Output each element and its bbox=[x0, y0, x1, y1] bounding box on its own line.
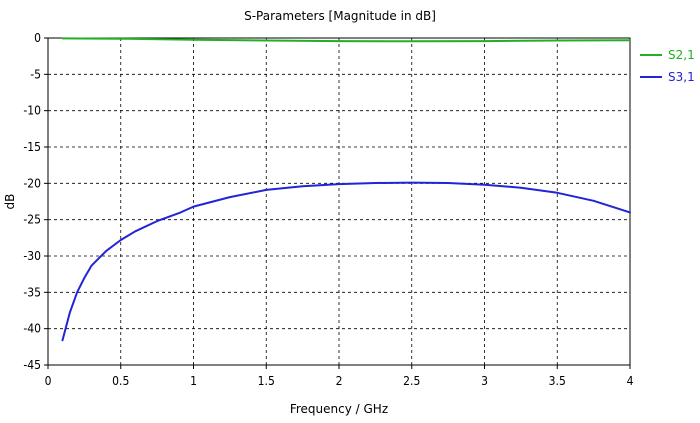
y-tick-label: -15 bbox=[23, 140, 41, 154]
y-tick-label: -20 bbox=[23, 176, 41, 190]
series-line-s31 bbox=[61, 181, 631, 342]
x-tick-label: 0 bbox=[45, 374, 52, 388]
y-tick-label: -30 bbox=[23, 249, 41, 263]
y-tick-label: -5 bbox=[30, 67, 41, 81]
y-tick-label: -35 bbox=[23, 285, 41, 299]
y-tick-label: -40 bbox=[23, 322, 41, 336]
y-axis-ticks: 0 -5 -10 -15 -20 -25 -30 -35 -40 -45 bbox=[23, 31, 48, 372]
x-tick-label: 4 bbox=[627, 374, 634, 388]
x-axis-title: Frequency / GHz bbox=[290, 402, 388, 416]
legend-label: S2,1 bbox=[668, 48, 695, 62]
x-tick-label: 3 bbox=[481, 374, 488, 388]
x-tick-label: 2.5 bbox=[403, 374, 420, 388]
y-axis-title: dB bbox=[3, 194, 17, 210]
x-tick-label: 0.5 bbox=[112, 374, 129, 388]
y-tick-label: 0 bbox=[34, 31, 41, 45]
x-tick-label: 3.5 bbox=[549, 374, 566, 388]
legend: S2,1 S3,1 bbox=[640, 48, 695, 84]
x-tick-label: 2 bbox=[336, 374, 343, 388]
series-line-s21 bbox=[61, 37, 631, 43]
x-tick-label: 1.5 bbox=[258, 374, 275, 388]
grid bbox=[48, 38, 630, 365]
y-tick-label: -10 bbox=[23, 104, 41, 118]
legend-label: S3,1 bbox=[668, 70, 695, 84]
series-lines bbox=[61, 37, 631, 342]
y-tick-label: -25 bbox=[23, 213, 41, 227]
chart-title: S-Parameters [Magnitude in dB] bbox=[244, 9, 436, 23]
y-tick-label: -45 bbox=[23, 358, 41, 372]
x-axis-ticks: 0 0.5 1 1.5 2 2.5 3 3.5 4 bbox=[45, 365, 634, 388]
x-tick-label: 1 bbox=[190, 374, 197, 388]
